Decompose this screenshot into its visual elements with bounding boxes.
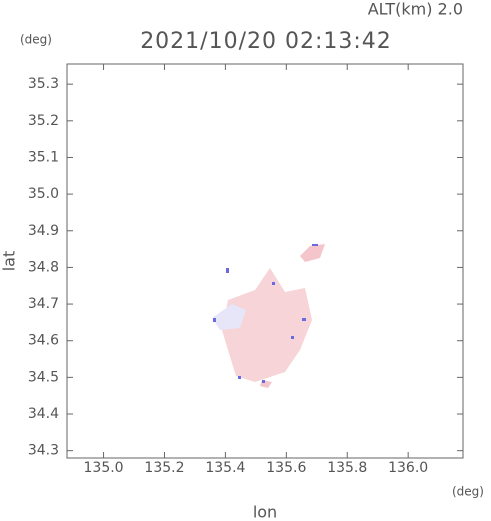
echo-area bbox=[212, 304, 246, 330]
y-tick-label: 34.7 bbox=[28, 296, 59, 312]
y-tick-label: 34.8 bbox=[28, 259, 59, 275]
y-tick-label: 34.4 bbox=[28, 406, 59, 422]
y-tick-label: 35.0 bbox=[28, 186, 59, 202]
plot-frame bbox=[66, 63, 464, 459]
echo-edge bbox=[213, 244, 318, 383]
y-tick-label: 35.2 bbox=[28, 113, 59, 129]
echo-area bbox=[260, 380, 272, 388]
x-axis-label: lon bbox=[253, 503, 277, 521]
y-tick-label: 34.6 bbox=[28, 333, 59, 349]
y-axis-label: lat bbox=[0, 251, 19, 272]
y-tick-label: 35.3 bbox=[28, 76, 59, 92]
y-tick-label: 35.1 bbox=[28, 149, 59, 165]
x-tick-label: 135.0 bbox=[84, 460, 124, 476]
echo-field bbox=[212, 244, 325, 388]
echo-area bbox=[300, 244, 325, 262]
x-tick-label: 135.6 bbox=[266, 460, 306, 476]
x-tick-label: 135.4 bbox=[205, 460, 245, 476]
x-tick-label: 136.0 bbox=[388, 460, 428, 476]
y-tick-label: 34.3 bbox=[28, 443, 59, 459]
subtitle: ALT(km) 2.0 bbox=[368, 0, 463, 19]
y-tick-label: 34.9 bbox=[28, 223, 59, 239]
chart-title: 2021/10/20 02:13:42 bbox=[140, 29, 392, 54]
x-tick-label: 135.2 bbox=[144, 460, 184, 476]
y-unit: (deg) bbox=[20, 33, 52, 47]
y-tick-label: 34.5 bbox=[28, 369, 59, 385]
x-tick-label: 135.8 bbox=[327, 460, 367, 476]
x-unit: (deg) bbox=[452, 485, 484, 499]
echo-area bbox=[222, 268, 312, 382]
